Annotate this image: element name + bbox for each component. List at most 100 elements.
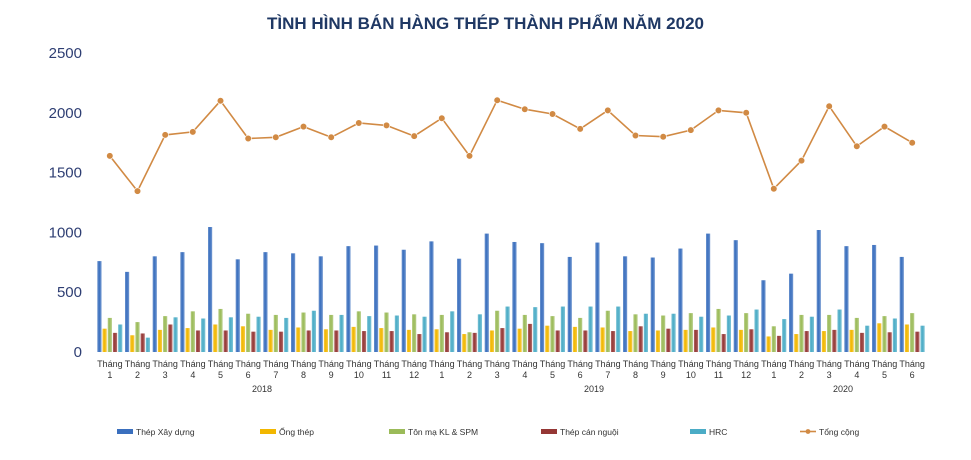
bar [877, 323, 882, 352]
total-point [797, 157, 806, 165]
total-point [355, 119, 363, 127]
bar [865, 325, 870, 352]
x-tick-month: Tháng [401, 359, 427, 369]
bar [472, 332, 477, 352]
bar [915, 331, 920, 352]
bar [173, 317, 178, 352]
legend-label: HRC [709, 427, 727, 437]
total-point [382, 121, 391, 129]
bar [500, 328, 505, 352]
x-tick-label: 4 [190, 370, 195, 380]
bar [439, 314, 444, 352]
bar [157, 329, 163, 352]
legend-swatch [389, 429, 405, 434]
bar [125, 271, 130, 352]
x-tick-month: Tháng [595, 359, 621, 369]
x-tick-month: Tháng [429, 359, 455, 369]
total-point [548, 110, 557, 118]
bar [661, 315, 666, 352]
bar [771, 326, 776, 352]
bar [678, 248, 683, 352]
bar [284, 317, 289, 352]
bar [583, 330, 588, 352]
bar [789, 273, 794, 352]
bar [201, 318, 206, 352]
x-tick-month: Tháng [374, 359, 400, 369]
x-tick-month: Tháng [567, 359, 593, 369]
bar [726, 315, 731, 352]
bar [457, 258, 462, 352]
bar [235, 259, 240, 352]
x-tick-label: 9 [329, 370, 334, 380]
legend-label: Ống thép [279, 426, 314, 437]
total-point [189, 128, 197, 136]
bar [484, 233, 489, 352]
bar [721, 334, 726, 352]
bar [699, 316, 704, 352]
x-tick-month: Tháng [291, 359, 317, 369]
bar [356, 311, 361, 352]
bar [190, 311, 195, 352]
legend-label: Tôn mạ KL & SPM [408, 427, 478, 437]
bar [246, 313, 251, 352]
x-tick-month: Tháng [346, 359, 372, 369]
bar [301, 312, 306, 352]
bar [782, 319, 787, 352]
legend-swatch [690, 429, 706, 434]
bar [361, 331, 367, 352]
y-tick-label: 0 [74, 344, 82, 361]
bar [118, 324, 123, 352]
bar [406, 329, 412, 352]
x-tick-label: 6 [578, 370, 583, 380]
bar [462, 334, 467, 352]
bar [550, 316, 555, 352]
x-tick-label: 12 [741, 370, 751, 380]
bar [799, 314, 804, 352]
x-tick-month: Tháng [789, 359, 815, 369]
total-point [299, 122, 308, 131]
x-tick-label: 2 [135, 370, 140, 380]
bar [334, 330, 339, 352]
bar [223, 330, 228, 352]
total-line [109, 99, 913, 193]
legend-swatch [260, 429, 276, 434]
bar [256, 316, 261, 352]
bar [588, 306, 593, 352]
x-tick-label: 1 [107, 370, 112, 380]
bar [854, 317, 859, 352]
bar [578, 317, 583, 352]
bar [512, 241, 517, 352]
x-tick-label: 3 [163, 370, 168, 380]
y-tick-label: 1500 [49, 165, 82, 182]
x-tick-label: 12 [409, 370, 419, 380]
total-point [465, 152, 474, 160]
bar [716, 308, 721, 352]
bar [567, 256, 572, 352]
bar [311, 310, 316, 352]
bar [268, 329, 273, 352]
x-tick-label: 10 [686, 370, 696, 380]
x-tick-month: Tháng [484, 359, 510, 369]
x-tick-month: Tháng [180, 359, 206, 369]
total-point [161, 131, 169, 139]
x-tick-month: Tháng [761, 359, 787, 369]
bar [152, 256, 157, 352]
bar [633, 314, 638, 352]
bar [351, 326, 356, 352]
bar [899, 256, 904, 352]
bar [346, 246, 351, 352]
bar [872, 244, 877, 352]
total-point [493, 96, 501, 104]
bar [97, 261, 102, 352]
y-tick-label: 2000 [49, 105, 82, 122]
x-tick-month: Tháng [844, 359, 870, 369]
bar [112, 332, 118, 352]
bar [213, 324, 218, 352]
bar [754, 309, 759, 352]
bar [844, 246, 849, 352]
bar [688, 313, 693, 352]
y-tick-label: 1000 [49, 224, 82, 241]
bar [837, 309, 842, 352]
bar [560, 306, 565, 352]
